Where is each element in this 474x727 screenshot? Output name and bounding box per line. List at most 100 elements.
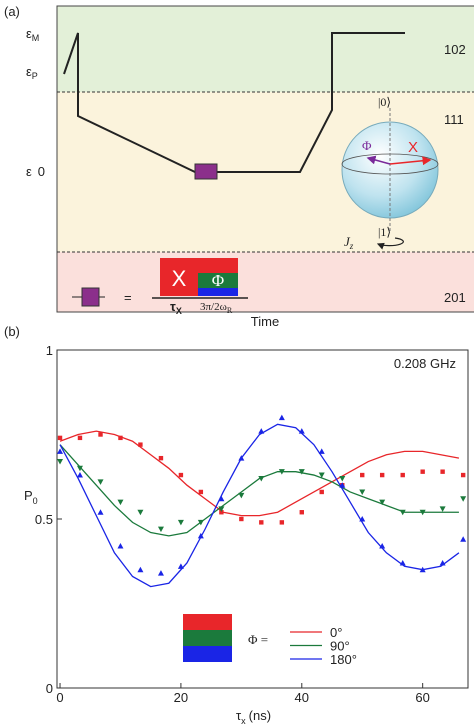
axis-label: Jz [344, 234, 354, 251]
point [339, 475, 346, 482]
point [359, 489, 366, 495]
point [439, 559, 446, 566]
y-tick-label: 0 [46, 681, 53, 696]
point [379, 543, 386, 549]
level-label: εM [26, 26, 39, 43]
subscript: x [241, 716, 246, 726]
point [339, 482, 346, 488]
point [77, 435, 83, 441]
point [460, 496, 467, 502]
point [278, 469, 285, 475]
y-tick-label: 1 [46, 343, 53, 358]
point [419, 509, 426, 516]
unit: (ns) [249, 708, 271, 723]
panel-label: (a) [4, 4, 20, 19]
point [97, 509, 104, 515]
legend-swatch [183, 614, 232, 630]
symbol: ε [26, 26, 32, 41]
x-block-label: X [172, 266, 187, 291]
x-arrow [389, 156, 432, 166]
region-pink [57, 252, 474, 312]
value: 0 [38, 164, 45, 179]
phi-green [198, 273, 238, 288]
phi-arrow [366, 155, 391, 165]
fit-line [59, 444, 459, 537]
legend-swatch [183, 646, 232, 662]
point [360, 472, 365, 478]
point [239, 516, 244, 522]
point [318, 448, 325, 454]
point [97, 479, 104, 485]
panel-frame [56, 5, 474, 313]
region-green [57, 6, 474, 92]
state-label: |1⟩ [378, 225, 391, 239]
point [238, 455, 245, 461]
point [400, 472, 405, 478]
duration: τX [170, 299, 182, 316]
symbol: τ [236, 708, 242, 723]
y-axis-label: P0 [24, 488, 38, 506]
point [177, 563, 184, 569]
symbol: ε [26, 164, 32, 179]
region-label: 102 [444, 42, 466, 57]
y-tick-label: 0.5 [35, 512, 53, 527]
phi-red [198, 258, 238, 273]
point [399, 509, 406, 516]
point [319, 489, 324, 495]
point [440, 469, 445, 474]
point [259, 520, 264, 525]
point [76, 465, 83, 472]
point [278, 414, 285, 421]
point [137, 509, 144, 516]
subscript: z [349, 241, 354, 251]
point [118, 435, 123, 441]
point [178, 472, 184, 478]
time-label: Time [251, 314, 279, 329]
region-label: 111 [444, 112, 464, 127]
point [460, 536, 467, 542]
point [138, 442, 143, 447]
x-axis-label: τx (ns) [236, 708, 271, 726]
annotation: 0.208 GHz [394, 356, 456, 371]
pulse-path [63, 32, 405, 173]
level-label: εP [26, 64, 38, 81]
symbol: 3π/2ω [200, 301, 227, 313]
pulse-block [81, 287, 100, 307]
duration: 3π/2ωR [200, 301, 233, 315]
symbol: P [24, 488, 33, 503]
point [299, 510, 304, 515]
point [379, 472, 385, 478]
subscript: P [32, 71, 38, 81]
region-label: 201 [444, 290, 466, 305]
point [258, 475, 265, 482]
point [279, 520, 285, 525]
legend-label: 90° [330, 639, 350, 654]
point [117, 543, 124, 549]
pulse-block [194, 163, 218, 180]
point [198, 489, 204, 495]
point [57, 435, 63, 441]
equals: = [124, 290, 132, 305]
panel-label: (b) [4, 324, 20, 339]
point [57, 448, 64, 454]
point [359, 516, 366, 522]
legend-label: 180° [330, 652, 357, 667]
point [238, 492, 245, 499]
state-label: |0⟩ [378, 95, 391, 109]
symbol: τ [170, 299, 176, 314]
point [419, 566, 426, 573]
x-tick-label: 20 [174, 690, 188, 705]
point [460, 472, 466, 478]
rotation-arrow [376, 237, 404, 250]
subscript: 0 [33, 496, 38, 506]
point [258, 428, 265, 434]
x-label: X [408, 139, 418, 156]
fit-line [59, 423, 460, 588]
fit-line [59, 430, 460, 517]
point [117, 499, 124, 506]
x-tick-label: 0 [56, 690, 63, 705]
x-tick-label: 40 [295, 690, 309, 705]
point [219, 510, 224, 515]
